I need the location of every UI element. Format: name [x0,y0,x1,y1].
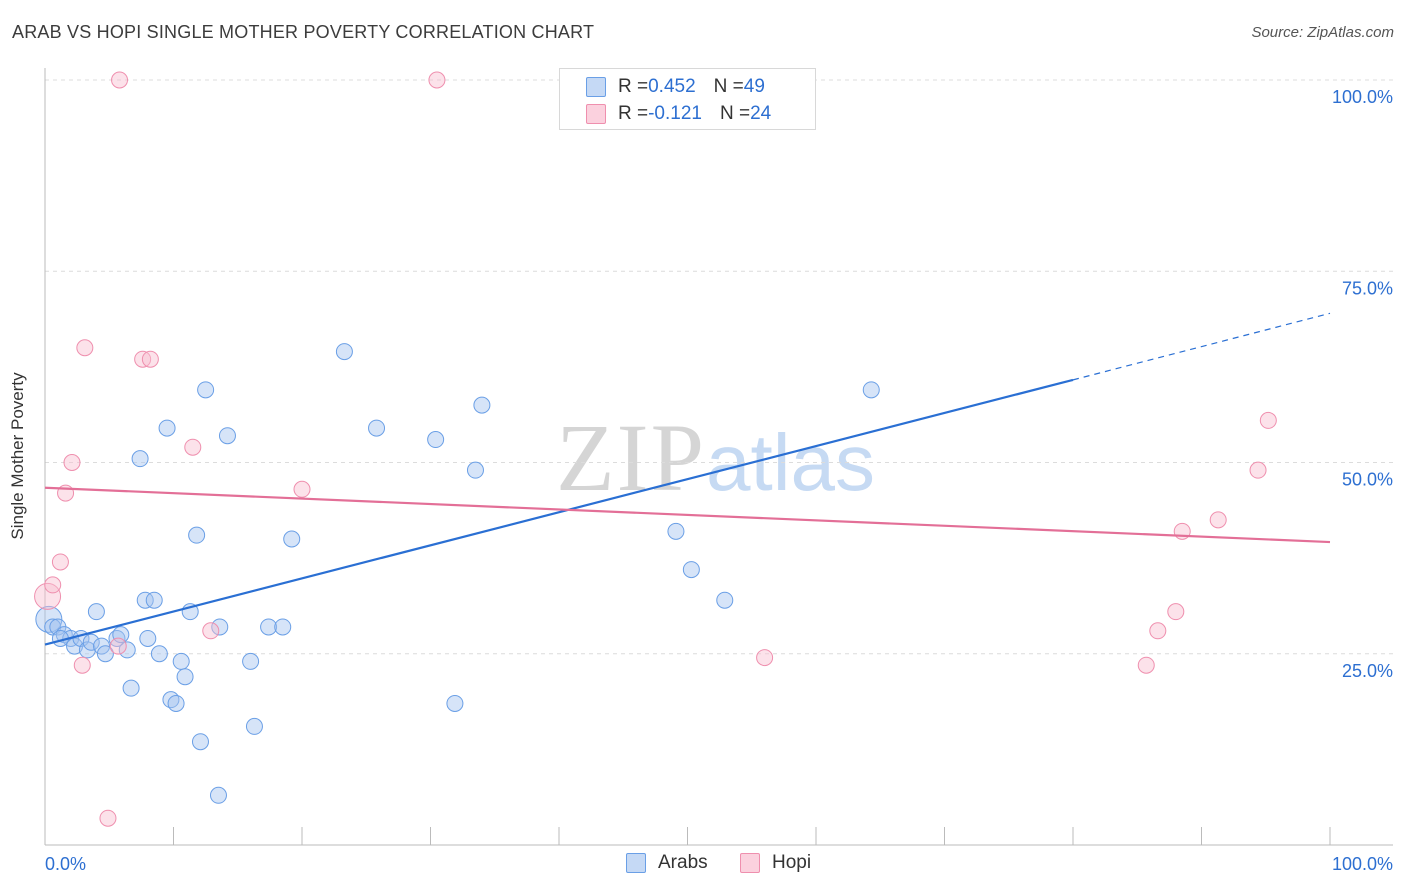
hopi-point [1209,511,1227,529]
arab-point [96,645,114,663]
hopi-point [34,582,62,610]
hopi-point [63,454,81,471]
legend-n-value: 24 [750,103,772,124]
legend-n-value: 49 [743,76,765,97]
y-tick-label: 25.0% [1342,661,1393,681]
arab-point [118,641,136,659]
hopi-point [1249,461,1267,479]
hopi-point [111,71,129,89]
arab-point [209,786,227,804]
legend-r-value: -0.121 [648,103,702,124]
arab-point [211,618,229,636]
arab-trend-extension [1072,312,1331,381]
arab-point [158,419,176,437]
arab-point [473,396,491,414]
hopi-point [51,553,69,571]
legend-label-hopi: Hopi [772,852,812,873]
arab-point [87,603,105,621]
hopi-point [99,809,117,827]
arab-point [446,694,464,712]
arab-point [93,637,111,655]
arab-point [136,591,154,609]
hopi-point [1167,603,1185,621]
legend-swatch-hopi [586,104,606,124]
source-credit: Source: ZipAtlas.com [1251,24,1394,41]
arab-point [191,733,209,751]
arab-point [131,450,149,468]
arab-point [862,381,880,399]
hopi-point [184,438,202,456]
stats-legend: R = 0.452 N = 49 R = -0.121 N = 24 [559,68,816,130]
y-axis-label: Single Mother Poverty [8,372,27,540]
x-tick-label: 100.0% [1332,854,1393,874]
arab-point [368,419,386,437]
arab-point [82,633,100,651]
hopi-point [1259,411,1277,429]
legend-n-label: N = [713,76,744,97]
hopi-point [44,576,62,594]
arab-point [167,694,185,712]
arab-point [139,629,157,647]
hopi-point [141,350,159,368]
legend-row-arabs: R = 0.452 N = 49 [586,75,765,99]
hopi-point [76,339,94,357]
arab-point [274,618,292,636]
legend-r-label: R = [618,103,649,124]
arab-point [466,461,484,479]
arab-point [260,618,278,636]
arab-point [35,605,63,633]
y-tick-label: 75.0% [1342,278,1393,298]
arab-point [218,427,236,445]
hopi-point [293,480,311,498]
series-legend: Arabs Hopi [0,852,1406,878]
arab-point [283,530,301,548]
legend-row-hopi: R = -0.121 N = 24 [586,102,771,126]
hopi-point [202,622,220,640]
x-tick-label: 0.0% [45,854,86,874]
arab-point [245,717,263,735]
arab-point [172,652,190,670]
arab-trend-line [44,378,1074,646]
arab-point [667,522,685,540]
arab-point [716,591,734,609]
arab-point [335,343,353,361]
hopi-point [1137,656,1155,674]
arab-point [197,381,215,399]
arab-point [78,641,96,659]
legend-swatch-hopi [740,853,760,873]
chart-title: ARAB VS HOPI SINGLE MOTHER POVERTY CORRE… [12,22,595,42]
y-tick-label: 100.0% [1332,87,1393,107]
legend-item-hopi: Hopi [740,852,811,874]
legend-label-arabs: Arabs [658,852,708,873]
legend-swatch-arabs [626,853,646,873]
hopi-point [109,637,127,655]
legend-r-value: 0.452 [648,76,696,97]
hopi-point [73,656,91,674]
arab-point [150,645,168,663]
arab-point [242,652,260,670]
legend-item-arabs: Arabs [626,852,708,874]
legend-r-label: R = [618,76,649,97]
hopi-point [756,649,774,667]
arab-point [145,591,163,609]
legend-n-label: N = [719,103,751,124]
arab-point [176,668,194,686]
arab-point [427,431,445,449]
legend-swatch-arabs [586,77,606,97]
hopi-point [1149,622,1167,640]
arab-point [188,526,206,544]
hopi-point [428,71,446,89]
arab-point [682,561,700,579]
arab-point [122,679,140,697]
hopi-trend-line [44,486,1331,544]
y-tick-label: 50.0% [1342,470,1393,490]
